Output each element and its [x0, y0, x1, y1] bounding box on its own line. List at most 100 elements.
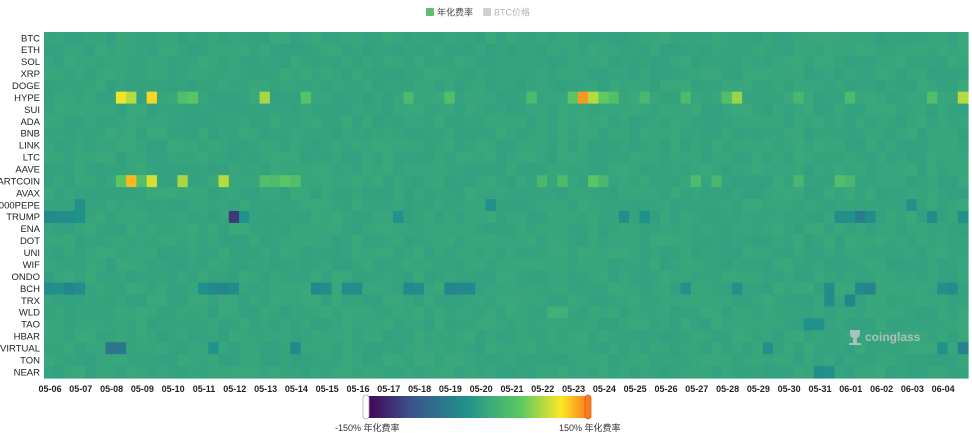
- heatmap-cell[interactable]: [362, 32, 374, 45]
- heatmap-cell[interactable]: [926, 79, 938, 93]
- heatmap-cell[interactable]: [280, 246, 291, 260]
- heatmap-cell[interactable]: [218, 32, 230, 45]
- heatmap-cell[interactable]: [475, 175, 487, 188]
- heatmap-cell[interactable]: [372, 366, 384, 379]
- heatmap-cell[interactable]: [906, 294, 918, 308]
- heatmap-cell[interactable]: [598, 318, 610, 331]
- heatmap-cell[interactable]: [382, 366, 394, 379]
- heatmap-cell[interactable]: [865, 354, 877, 367]
- heatmap-cell[interactable]: [865, 163, 877, 176]
- heatmap-cell[interactable]: [690, 151, 702, 164]
- heatmap-cell[interactable]: [290, 222, 302, 236]
- heatmap-cell[interactable]: [280, 32, 291, 45]
- heatmap-cell[interactable]: [690, 234, 702, 248]
- heatmap-cell[interactable]: [598, 306, 610, 319]
- heatmap-cell[interactable]: [926, 354, 938, 367]
- heatmap-cell[interactable]: [526, 55, 538, 69]
- heatmap-cell[interactable]: [680, 103, 692, 117]
- heatmap-cell[interactable]: [906, 187, 918, 200]
- heatmap-cell[interactable]: [54, 91, 66, 105]
- heatmap-cell[interactable]: [269, 67, 281, 81]
- heatmap-cell[interactable]: [762, 67, 774, 81]
- heatmap-cell[interactable]: [598, 330, 610, 343]
- heatmap-cell[interactable]: [670, 354, 682, 367]
- heatmap-cell[interactable]: [957, 246, 969, 260]
- heatmap-cell[interactable]: [547, 32, 558, 45]
- heatmap-cell[interactable]: [228, 115, 240, 129]
- heatmap-cell[interactable]: [187, 258, 199, 272]
- heatmap-cell[interactable]: [865, 187, 877, 200]
- heatmap-cell[interactable]: [136, 354, 148, 367]
- heatmap-cell[interactable]: [803, 234, 815, 248]
- heatmap-cell[interactable]: [926, 318, 938, 331]
- heatmap-cell[interactable]: [814, 330, 825, 343]
- heatmap-cell[interactable]: [937, 163, 949, 176]
- heatmap-cell[interactable]: [352, 342, 363, 355]
- heatmap-cell[interactable]: [618, 222, 630, 236]
- heatmap-cell[interactable]: [393, 294, 404, 308]
- heatmap-cell[interactable]: [803, 139, 815, 152]
- heatmap-cell[interactable]: [105, 354, 117, 367]
- heatmap-cell[interactable]: [167, 199, 179, 212]
- heatmap-cell[interactable]: [567, 366, 579, 379]
- heatmap-cell[interactable]: [844, 187, 856, 200]
- heatmap-cell[interactable]: [506, 163, 517, 176]
- heatmap-cell[interactable]: [557, 163, 569, 176]
- heatmap-cell[interactable]: [608, 151, 620, 164]
- heatmap-cell[interactable]: [618, 127, 630, 140]
- heatmap-cell[interactable]: [413, 318, 425, 331]
- heatmap-cell[interactable]: [618, 115, 630, 129]
- heatmap-cell[interactable]: [896, 163, 907, 176]
- heatmap-cell[interactable]: [74, 258, 86, 272]
- heatmap-cell[interactable]: [803, 342, 815, 355]
- heatmap-cell[interactable]: [74, 55, 86, 69]
- heatmap-cell[interactable]: [865, 55, 877, 69]
- heatmap-cell[interactable]: [516, 127, 528, 140]
- heatmap-cell[interactable]: [126, 234, 137, 248]
- heatmap-cell[interactable]: [310, 139, 322, 152]
- heatmap-cell[interactable]: [44, 115, 55, 129]
- heatmap-cell[interactable]: [259, 330, 271, 343]
- heatmap-cell[interactable]: [947, 246, 959, 260]
- heatmap-cell[interactable]: [752, 187, 764, 200]
- heatmap-cell[interactable]: [814, 246, 825, 260]
- heatmap-cell[interactable]: [957, 151, 969, 164]
- heatmap-cell[interactable]: [536, 246, 548, 260]
- heatmap-cell[interactable]: [803, 258, 815, 272]
- heatmap-cell[interactable]: [280, 55, 291, 69]
- heatmap-cell[interactable]: [228, 330, 240, 343]
- heatmap-cell[interactable]: [588, 354, 599, 367]
- heatmap-cell[interactable]: [906, 306, 918, 319]
- heatmap-cell[interactable]: [74, 32, 86, 45]
- heatmap-cell[interactable]: [731, 354, 743, 367]
- heatmap-cell[interactable]: [64, 366, 76, 379]
- heatmap-cell[interactable]: [362, 79, 374, 93]
- heatmap-cell[interactable]: [690, 115, 702, 129]
- heatmap-cell[interactable]: [310, 306, 322, 319]
- heatmap-cell[interactable]: [167, 139, 179, 152]
- heatmap-cell[interactable]: [557, 354, 569, 367]
- heatmap-cell[interactable]: [629, 127, 641, 140]
- heatmap-cell[interactable]: [136, 127, 148, 140]
- heatmap-cell[interactable]: [259, 91, 271, 105]
- heatmap-cell[interactable]: [218, 222, 230, 236]
- heatmap-cell[interactable]: [310, 282, 322, 296]
- heatmap-cell[interactable]: [567, 43, 579, 57]
- heatmap-cell[interactable]: [536, 234, 548, 248]
- heatmap-cell[interactable]: [629, 175, 641, 188]
- heatmap-cell[interactable]: [506, 342, 517, 355]
- heatmap-cell[interactable]: [454, 139, 466, 152]
- heatmap-cell[interactable]: [126, 43, 137, 57]
- heatmap-cell[interactable]: [321, 222, 333, 236]
- heatmap-cell[interactable]: [711, 91, 723, 105]
- heatmap-cell[interactable]: [208, 163, 220, 176]
- heatmap-cell[interactable]: [690, 139, 702, 152]
- heatmap-cell[interactable]: [64, 139, 76, 152]
- heatmap-cell[interactable]: [577, 79, 589, 93]
- heatmap-cell[interactable]: [177, 43, 189, 57]
- heatmap-cell[interactable]: [711, 354, 723, 367]
- heatmap-cell[interactable]: [136, 306, 148, 319]
- heatmap-cell[interactable]: [506, 187, 517, 200]
- heatmap-cell[interactable]: [115, 79, 127, 93]
- heatmap-cell[interactable]: [423, 330, 435, 343]
